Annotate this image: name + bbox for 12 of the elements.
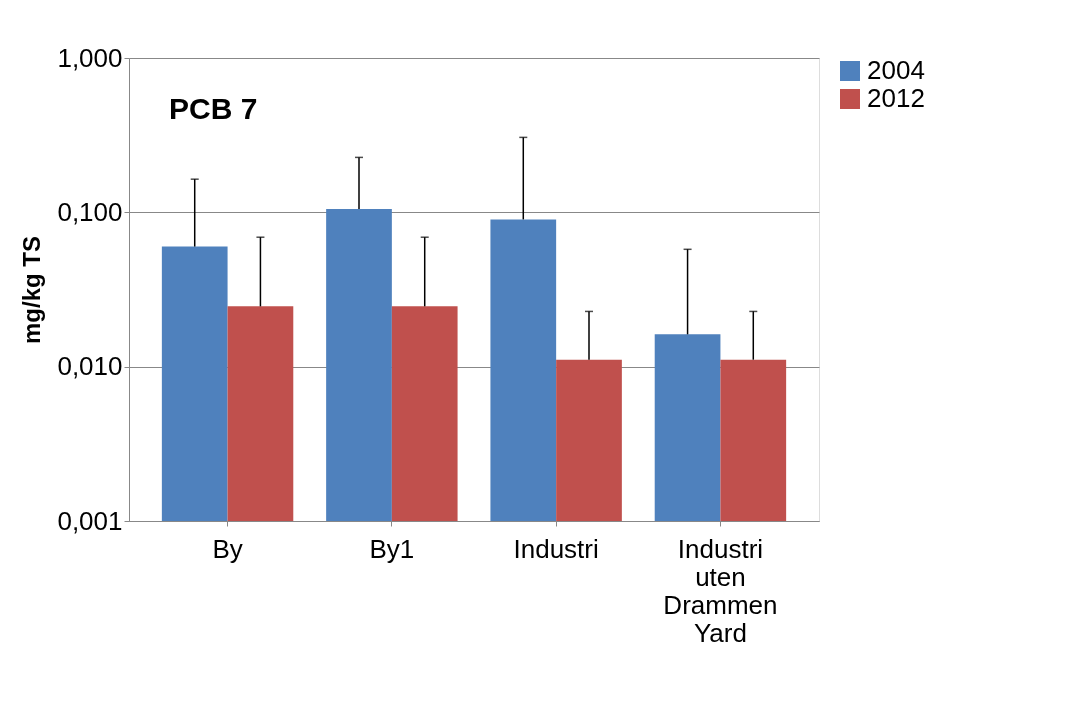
y-axis-title: mg/kg TS — [18, 235, 46, 345]
x-tick-label: By — [212, 533, 243, 564]
y-tick-label: 0,010 — [57, 351, 123, 382]
legend-label: 2012 — [867, 83, 925, 113]
legend-label: 2004 — [867, 55, 925, 85]
y-tick-label: 0,001 — [57, 505, 123, 536]
x-tick-label: By1 — [369, 533, 415, 564]
text: PCB 7 — [169, 92, 258, 125]
x-tick-label: Industri uten Drammen Yard — [663, 533, 778, 648]
y-tick-label: 1,000 — [57, 42, 123, 73]
y-tick-label: 0,100 — [57, 196, 123, 227]
x-tick-label: Industri — [513, 533, 599, 564]
